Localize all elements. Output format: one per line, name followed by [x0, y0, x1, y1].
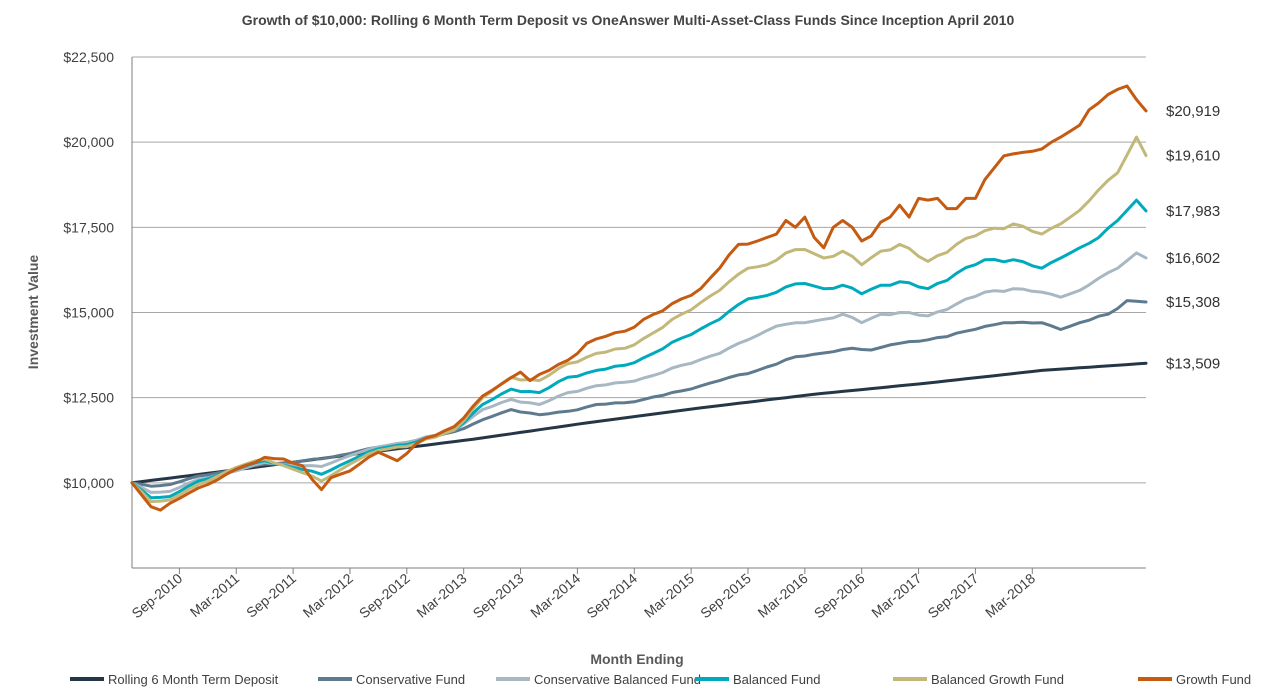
end-value-label: $16,602 — [1166, 250, 1220, 267]
y-tick-label: $15,000 — [63, 305, 114, 321]
legend-label: Growth Fund — [1176, 672, 1251, 687]
x-axis-label: Month Ending — [590, 651, 683, 667]
gridlines — [132, 56, 1146, 484]
end-value-label: $17,983 — [1166, 203, 1220, 220]
y-tick-label: $10,000 — [63, 475, 114, 491]
x-tick-label: Sep-2016 — [811, 570, 868, 621]
x-tick-label: Sep-2011 — [243, 570, 299, 621]
end-value-label: $20,919 — [1166, 103, 1220, 120]
series-lines — [130, 84, 1148, 512]
x-tick-label: Mar-2016 — [755, 570, 811, 621]
legend-label: Balanced Fund — [733, 672, 820, 687]
series-line — [130, 251, 1148, 494]
y-axis-label: Investment Value — [25, 255, 41, 370]
y-tick-label: $12,500 — [63, 390, 114, 406]
x-tick-label: Mar-2015 — [641, 570, 697, 621]
chart-title: Growth of $10,000: Rolling 6 Month Term … — [242, 12, 1015, 28]
y-axis-ticks: $10,000 $12,500 $15,000 $17,500 $20,000 $22,5… — [63, 49, 114, 491]
y-tick-label: $22,500 — [63, 49, 114, 65]
series-line — [130, 84, 1148, 512]
end-value-label: $15,308 — [1166, 294, 1220, 311]
legend: Rolling 6 Month Term Deposit Conservative… — [70, 672, 1251, 687]
x-tick-label: Mar-2017 — [868, 570, 924, 621]
x-axis: Sep-2010 Mar-2011 Sep-2011 Mar-2012 Sep-2012… — [129, 57, 1146, 621]
y-tick-label: $20,000 — [63, 134, 114, 150]
x-tick-label: Sep-2010 — [129, 570, 186, 621]
x-tick-label: Mar-2013 — [413, 570, 469, 621]
x-tick-label: Sep-2015 — [697, 570, 754, 621]
x-tick-label: Mar-2012 — [300, 570, 356, 621]
series-line — [130, 299, 1148, 488]
end-value-label: $13,509 — [1166, 355, 1220, 372]
x-tick-label: Sep-2017 — [925, 570, 982, 621]
legend-label: Balanced Growth Fund — [931, 672, 1064, 687]
x-tick-label: Mar-2011 — [187, 570, 243, 620]
end-value-labels: $13,509 $15,308 $16,602 $17,983 $19,610 $20,9… — [1166, 103, 1220, 372]
x-tick-label: Sep-2013 — [470, 570, 527, 621]
legend-label: Rolling 6 Month Term Deposit — [108, 672, 279, 687]
x-tick-label: Sep-2014 — [583, 570, 640, 621]
y-tick-label: $17,500 — [63, 219, 114, 235]
end-value-label: $19,610 — [1166, 147, 1220, 164]
x-tick-label: Sep-2012 — [356, 570, 413, 621]
legend-label: Conservative Fund — [356, 672, 465, 687]
x-tick-label: Mar-2018 — [982, 570, 1038, 621]
legend-label: Conservative Balanced Fund — [534, 672, 701, 687]
series-line — [130, 198, 1148, 500]
series-line — [130, 135, 1148, 504]
x-tick-label: Mar-2014 — [527, 570, 583, 621]
